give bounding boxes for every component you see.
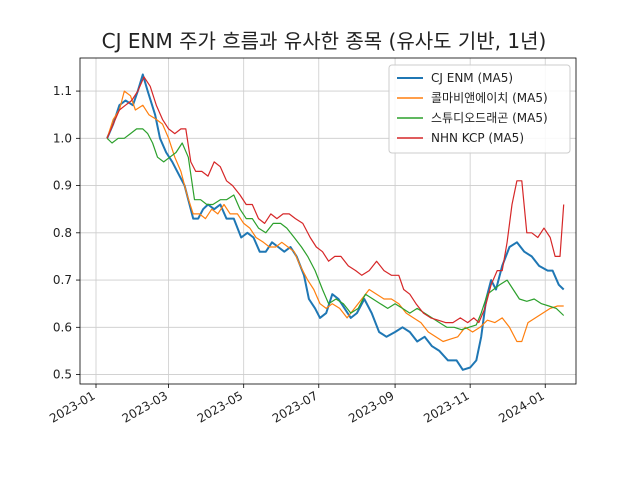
x-tick-label: 2023-07 [270, 388, 320, 425]
plot-frame [79, 57, 577, 385]
y-tick-label: 1.1 [53, 84, 72, 98]
x-tick-label: 2023-03 [120, 388, 170, 425]
legend-label: CJ ENM (MA5) [431, 71, 513, 85]
y-tick-label: 0.9 [53, 179, 72, 193]
y-tick-label: 0.5 [53, 368, 72, 382]
y-axis: 0.5 0.6 0.7 0.8 0.9 1.0 1.1 [53, 84, 80, 382]
legend-label: 스튜디오드래곤 (MA5) [431, 111, 548, 125]
legend-label: NHN KCP (MA5) [431, 131, 524, 145]
y-tick-label: 1.0 [53, 131, 72, 145]
legend: CJ ENM (MA5) 콜마비앤에이치 (MA5) 스튜디오드래곤 (MA5) NH… [388, 64, 571, 154]
x-tick-label: 2023-11 [421, 388, 471, 425]
x-tick-label: 2023-01 [47, 388, 97, 425]
series-line-3 [106, 128, 565, 331]
legend-box [388, 64, 571, 154]
series-line-2 [106, 90, 564, 343]
legend-label: 콜마비앤에이치 (MA5) [431, 91, 548, 105]
x-tick-label: 2024-01 [496, 388, 546, 425]
x-axis: 2023-01 2023-03 2023-05 2023-07 2023-09 2023-… [47, 384, 547, 426]
series-line-4 [106, 76, 565, 324]
x-tick-label: 2023-05 [195, 388, 245, 425]
y-tick-label: 0.6 [53, 320, 72, 334]
y-tick-label: 0.7 [53, 273, 72, 287]
x-tick-label: 2023-09 [346, 388, 396, 425]
y-tick-label: 0.8 [53, 226, 72, 240]
chart-title: CJ ENM 주가 흐름과 유사한 종목 (유사도 기반, 1년) [102, 29, 547, 53]
series-group [106, 73, 565, 371]
